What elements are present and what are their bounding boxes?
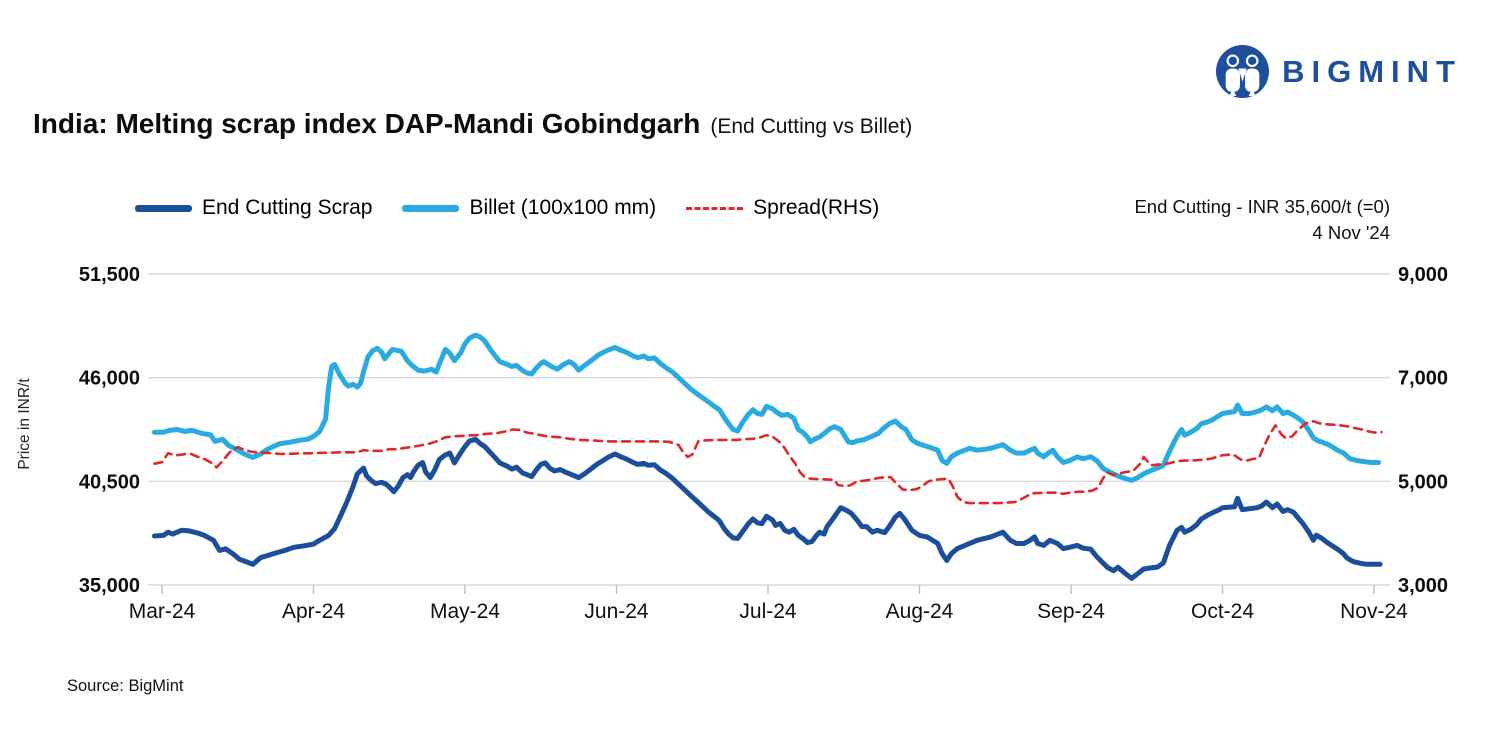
x-axis-tick-label: Aug-24 xyxy=(886,600,954,623)
right-axis-tick-label: 9,000 xyxy=(1398,264,1448,286)
y-axis-title: Price in INR/t xyxy=(16,378,33,470)
x-axis-tick-label: Oct-24 xyxy=(1191,600,1254,623)
bigmint-logo-icon xyxy=(1216,45,1270,98)
bigmint-logo: BIGMINT xyxy=(1215,44,1462,99)
legend: End Cutting Scrap Billet (100x100 mm) Sp… xyxy=(135,196,879,220)
bigmint-logo-text: BIGMINT xyxy=(1282,53,1462,89)
legend-item-end-cutting-scrap: End Cutting Scrap xyxy=(135,196,372,220)
right-axis-tick-label: 7,000 xyxy=(1398,368,1448,390)
x-axis-tick-label: Apr-24 xyxy=(282,600,345,623)
left-axis-tick-label: 51,500 xyxy=(79,264,140,286)
source-note: Source: BigMint xyxy=(67,677,184,695)
legend-item-spread: Spread(RHS) xyxy=(686,196,879,220)
chart-subtitle: (End Cutting vs Billet) xyxy=(710,115,913,138)
left-axis-tick-label: 40,500 xyxy=(79,471,140,493)
x-axis-tick-label: Mar-24 xyxy=(129,600,196,623)
x-axis-tick-label: May-24 xyxy=(430,600,500,623)
billet-line-swatch xyxy=(402,204,460,212)
x-axis-tick-label: Jun-24 xyxy=(584,600,649,623)
x-axis-tick-label: Jul-24 xyxy=(739,600,797,623)
legend-label-end-cutting-scrap: End Cutting Scrap xyxy=(202,196,373,219)
series-line-billet-100x100-mm xyxy=(151,332,1381,483)
spread-line-swatch xyxy=(686,206,744,210)
chart-title: India: Melting scrap index DAP-Mandi Gob… xyxy=(33,108,701,139)
right-axis-tick-label: 3,000 xyxy=(1398,575,1448,597)
legend-item-billet: Billet (100x100 mm) xyxy=(402,196,656,220)
series-line-end-cutting-scrap xyxy=(151,436,1383,581)
left-axis-tick-label: 35,000 xyxy=(79,575,140,597)
legend-label-spread: Spread(RHS) xyxy=(753,196,880,219)
legend-label-billet: Billet (100x100 mm) xyxy=(469,196,657,219)
annotation-date: 4 Nov '24 xyxy=(1312,222,1390,243)
right-axis-tick-label: 5,000 xyxy=(1398,471,1448,493)
x-axis-tick-label: Sep-24 xyxy=(1037,600,1105,623)
end-cutting-scrap-line-swatch xyxy=(135,204,192,212)
series-line-spread-rhs xyxy=(153,419,1383,505)
chart-title-block: India: Melting scrap index DAP-Mandi Gob… xyxy=(33,108,912,140)
annotation-block: End Cutting - INR 35,600/t (=0) 4 Nov '2… xyxy=(1134,194,1390,246)
x-axis-tick-label: Nov-24 xyxy=(1340,600,1408,623)
left-axis-tick-label: 46,000 xyxy=(79,368,140,390)
annotation-end-cutting-value: End Cutting - INR 35,600/t (=0) xyxy=(1134,196,1390,217)
